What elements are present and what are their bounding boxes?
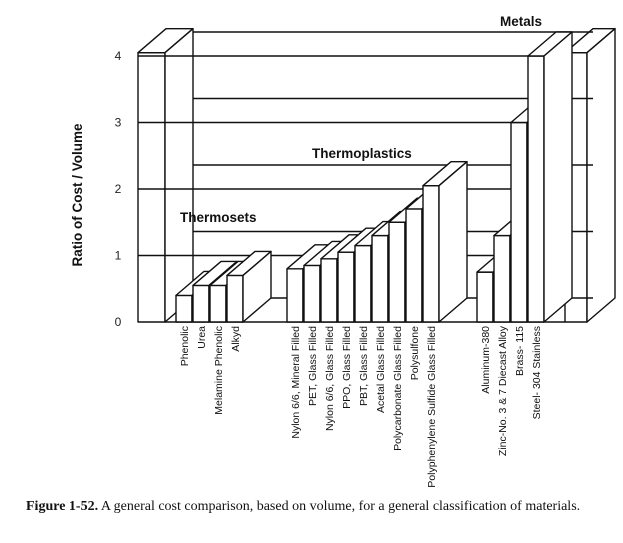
bar-2-3-front [527, 55, 545, 323]
bar-1-5-front [371, 234, 389, 323]
category-label-2-1: Zinc-No. 3 & 7 Diecast Alloy [497, 325, 509, 456]
bar-1-6-front [388, 221, 406, 323]
category-label-1-8: Polyphenylene Sulfide Glass Filled [426, 326, 438, 488]
bar-0-3-front [226, 274, 244, 323]
category-label-0-2: Melamine Phenolic [213, 326, 225, 415]
bar-0-2-front [209, 284, 227, 323]
category-label-2-0: Aluminum-380 [480, 326, 492, 394]
category-label-1-2: Nylon 6/6, Glass Filled [324, 326, 336, 431]
bar-2-1-front [493, 234, 511, 323]
y-axis-block-front [137, 51, 166, 323]
cost-volume-chart: 0 1 2 3 4 Ratio of Cost / Volume Phenolic Urea M… [70, 14, 616, 488]
bar-1-0-front [286, 268, 304, 323]
bar-1-7-front [405, 208, 423, 323]
category-label-1-0: Nylon 6/6, Mineral Filled [290, 326, 302, 439]
group-label-0: Thermosets [180, 210, 257, 225]
bar-0-0-front [175, 294, 193, 323]
bar-1-3-front [337, 251, 355, 323]
bar-0-3 [226, 250, 272, 323]
category-label-1-4: PBT, Glass Filled [358, 326, 370, 406]
ytick-label-0: 0 [115, 315, 122, 329]
y-axis-label: Ratio of Cost / Volume [70, 123, 85, 266]
bar-1-8 [422, 160, 468, 323]
group-label-2: Metals [500, 14, 542, 29]
figure-caption: Figure 1-52. A general cost comparison, … [26, 497, 616, 516]
ytick-label-4: 4 [115, 49, 122, 63]
bar-1-4-front [354, 244, 372, 323]
category-label-0-0: Phenolic [179, 326, 191, 366]
category-label-2-3: Steel- 304 Stainless [531, 326, 543, 419]
y-axis-block [137, 27, 194, 323]
ytick-label-2: 2 [115, 182, 122, 196]
category-label-1-7: Polysulfone [409, 326, 421, 380]
group-label-1: Thermoplastics [312, 146, 412, 161]
y-axis-block-side [164, 27, 194, 323]
category-label-0-1: Urea [196, 326, 208, 349]
bar-1-8-side [438, 160, 468, 323]
bar-1-8-front [422, 184, 440, 323]
category-label-1-1: PET, Glass Filled [307, 326, 319, 406]
bar-2-3-side [543, 31, 573, 323]
category-label-0-3: Alkyd [230, 326, 242, 352]
bar-1-2-front [320, 258, 338, 323]
right-axis-block-side [586, 27, 616, 323]
caption-text: A general cost comparison, based on volu… [100, 499, 581, 514]
category-label-1-3: PPO, Glass Filled [341, 326, 353, 409]
ytick-label-1: 1 [115, 249, 122, 263]
bar-2-2-front [510, 121, 528, 323]
ytick-label-3: 3 [115, 116, 122, 130]
bar-2-0-front [476, 271, 494, 323]
bar-0-1-front [192, 284, 210, 323]
category-label-1-6: Polycarbonate Glass Filled [392, 326, 404, 451]
caption-label: Figure 1-52. [26, 499, 99, 514]
bar-2-3 [527, 31, 573, 323]
bar-1-1-front [303, 264, 321, 323]
bar-0-3-side [242, 250, 272, 323]
category-label-1-5: Acetal Glass Filled [375, 326, 387, 413]
category-label-2-2: Brass- 115 [514, 326, 526, 376]
